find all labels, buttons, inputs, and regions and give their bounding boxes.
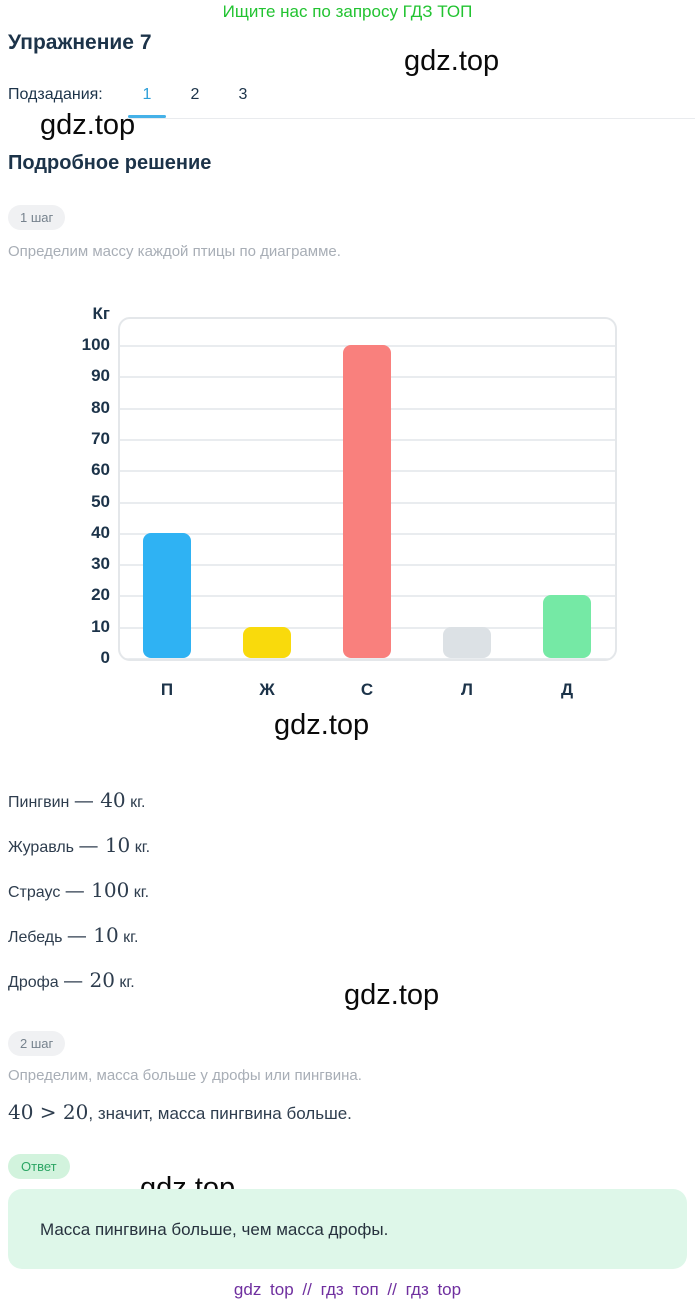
mass-value: — 100	[64, 878, 130, 902]
mass-unit: кг.	[119, 974, 135, 991]
watermark: gdz.top	[404, 45, 500, 77]
step-2-description: Определим, масса больше у дрофы или пинг…	[8, 1067, 362, 1084]
step-1-badge: 1 шаг	[8, 205, 66, 230]
conclusion-math: 40 > 20	[8, 1100, 89, 1124]
mass-line: Страус — 100 кг.	[8, 878, 149, 905]
y-tick-label: 60	[91, 460, 110, 480]
mass-value: — 10	[66, 923, 119, 947]
x-tick-label: П	[160, 680, 174, 699]
answer-text: Масса пингвина больше, чем масса дрофы.	[40, 1220, 389, 1239]
tabs-divider	[128, 118, 695, 119]
mass-unit: кг.	[130, 794, 146, 811]
gridline	[120, 658, 615, 659]
y-tick-label: 0	[100, 648, 110, 667]
x-tick-label: Ж	[259, 680, 275, 699]
y-tick-label: 80	[91, 397, 110, 417]
step-1-description: Определим массу каждой птицы по диаграмм…	[8, 243, 341, 260]
y-tick-label: 30	[91, 554, 110, 574]
promo-banner: Ищите нас по запросу ГДЗ ТОП	[222, 2, 473, 21]
watermark: gdz.top	[344, 979, 440, 1011]
conclusion-text: , значит, масса пингвина больше.	[88, 1104, 352, 1123]
footer-links: gdz top // гдз топ // гдз top	[233, 1280, 462, 1299]
bird-name: Журавль	[8, 839, 75, 856]
subtasks-label: Подзадания:	[8, 86, 103, 103]
x-tick-label: Д	[560, 680, 574, 699]
mass-value: — 20	[63, 968, 115, 992]
bird-name: Дрофа	[8, 974, 59, 991]
step-2-badge: 2 шаг	[8, 1031, 66, 1056]
conclusion-line: 40 > 20, значит, масса пингвина больше.	[8, 1099, 352, 1127]
y-tick-label: 90	[91, 366, 110, 386]
x-tick-label: Л	[461, 680, 473, 699]
solution-heading: Подробное решение	[8, 152, 212, 174]
watermark: gdz.top	[40, 109, 136, 141]
chart-unit-label: Кг	[92, 304, 110, 323]
tab-subtask-3[interactable]: 3	[238, 86, 248, 103]
mass-line: Лебедь — 10 кг.	[8, 923, 138, 950]
y-tick-label: 70	[91, 429, 110, 449]
y-tick-label: 10	[91, 616, 110, 636]
watermark: gdz.top	[274, 709, 370, 741]
tab-subtask-1[interactable]: 1	[128, 84, 166, 118]
tab-subtask-2[interactable]: 2	[190, 86, 200, 103]
mass-unit: кг.	[133, 884, 150, 901]
bar-П	[143, 532, 191, 658]
y-tick-label: 20	[91, 585, 110, 605]
mass-unit: кг.	[123, 929, 139, 946]
x-tick-label: С	[360, 680, 374, 699]
page-title: Упражнение 7	[8, 31, 152, 54]
mass-line: Дрофа — 20 кг.	[8, 968, 135, 995]
y-tick-label: 100	[81, 335, 110, 355]
y-tick-label: 50	[91, 491, 110, 511]
answer-badge: Ответ	[8, 1154, 70, 1179]
mass-value: — 10	[78, 833, 131, 857]
bird-name: Пингвин	[8, 794, 70, 811]
mass-line: Пингвин — 40 кг.	[8, 788, 145, 815]
y-tick-label: 40	[91, 522, 110, 542]
mass-line: Журавль — 10 кг.	[8, 833, 150, 860]
bird-name: Лебедь	[8, 929, 63, 946]
bird-name: Страус	[8, 884, 61, 901]
mass-value: — 40	[73, 788, 126, 812]
mass-unit: кг.	[134, 839, 151, 856]
bar-Д	[543, 595, 591, 658]
bar-Л	[443, 626, 491, 658]
subtask-tabs: 1 2 3	[128, 84, 272, 118]
answer-box: Масса пингвина больше, чем масса дрофы.	[8, 1189, 687, 1269]
bar-С	[343, 345, 391, 658]
bar-chart-plot	[118, 317, 617, 661]
bar-Ж	[243, 626, 291, 658]
